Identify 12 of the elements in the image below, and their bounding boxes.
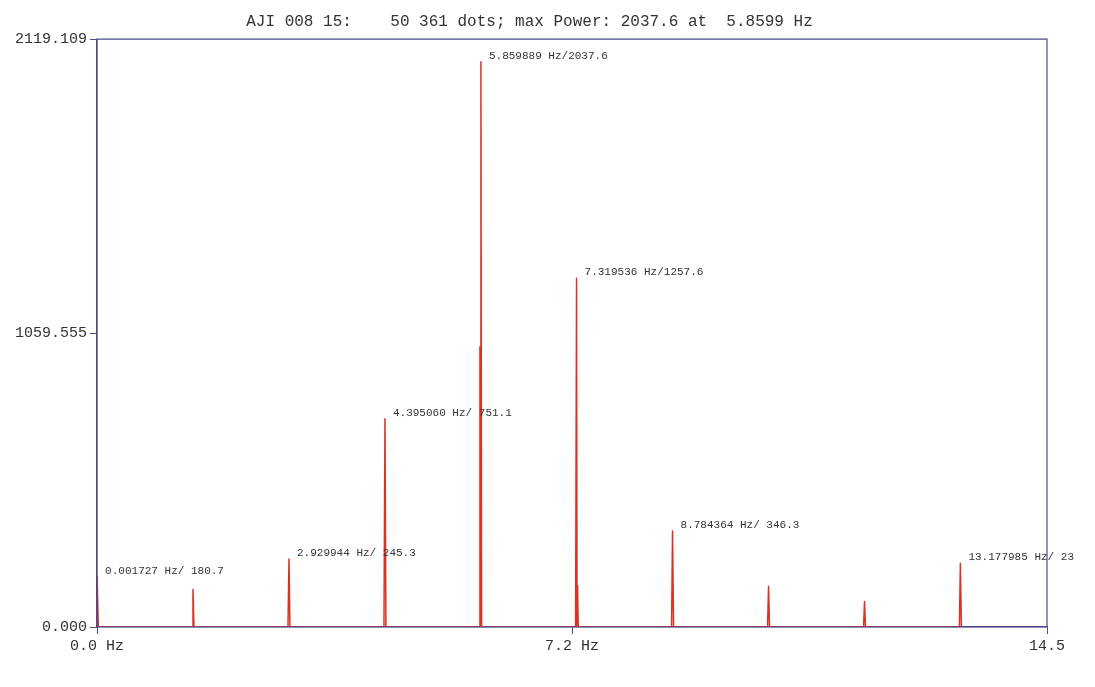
x-tick-label: 7.2 Hz <box>545 637 600 655</box>
annotation: 8.784364 Hz/ 346.3 <box>680 518 800 531</box>
annotation: 0.001727 Hz/ 180.7 <box>105 564 224 577</box>
annotation: 13.177985 Hz/ 23 <box>968 551 1075 564</box>
x-tick-label: 0.0 Hz <box>70 637 125 655</box>
y-tick-label: 1059.555 <box>15 325 88 343</box>
annotation: 5.859889 Hz/2037.6 <box>488 49 608 62</box>
y-tick-label: 2119.109 <box>15 31 88 49</box>
y-tick-label: 0.000 <box>42 618 88 636</box>
x-tick-label: 14.5 <box>1028 637 1066 655</box>
annotation: 7.319536 Hz/1257.6 <box>584 266 704 279</box>
chart-title: AJI 008 15: 50 361 dots; max Power: 2037.6 at 5.8599 Hz <box>246 12 813 31</box>
